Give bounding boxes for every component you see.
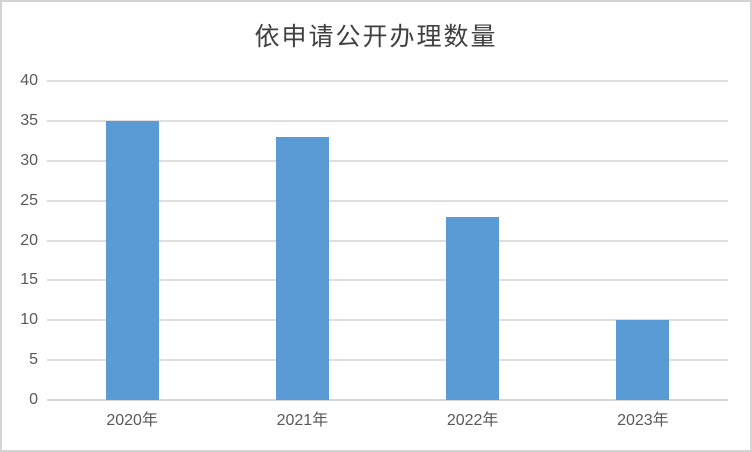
- x-axis-tick-label: 2020年: [106, 412, 158, 429]
- gridline: [47, 359, 728, 362]
- bar-2021年: [275, 136, 329, 400]
- y-axis-tick-label: 25: [20, 191, 38, 209]
- gridline: [47, 319, 728, 322]
- y-axis-tick-label: 20: [20, 231, 38, 249]
- gridline: [47, 279, 728, 282]
- y-axis-tick-label: 10: [20, 311, 38, 329]
- bar-2023年: [616, 320, 670, 400]
- plot-area: [47, 80, 728, 401]
- bar-2020年: [105, 120, 159, 400]
- gridline: [47, 239, 728, 242]
- y-axis-tick-label: 30: [20, 151, 38, 169]
- bar-2022年: [446, 216, 500, 400]
- chart-title: 依申请公开办理数量: [254, 23, 498, 51]
- x-axis-tick-label: 2023年: [617, 412, 669, 429]
- x-axis-tick-label: 2021年: [276, 412, 329, 429]
- y-axis-tick-label: 40: [20, 72, 38, 89]
- gridline: [47, 159, 728, 162]
- y-axis-tick-label: 5: [29, 351, 38, 369]
- gridline: [47, 199, 728, 202]
- y-axis-tick-label: 35: [20, 111, 38, 129]
- gridline: [47, 119, 728, 122]
- x-axis-line: [47, 399, 728, 401]
- gridline: [47, 80, 728, 82]
- y-axis-tick-label: 0: [29, 391, 38, 408]
- y-axis-tick-label: 15: [20, 271, 38, 289]
- x-axis-tick-label: 2022年: [446, 412, 499, 429]
